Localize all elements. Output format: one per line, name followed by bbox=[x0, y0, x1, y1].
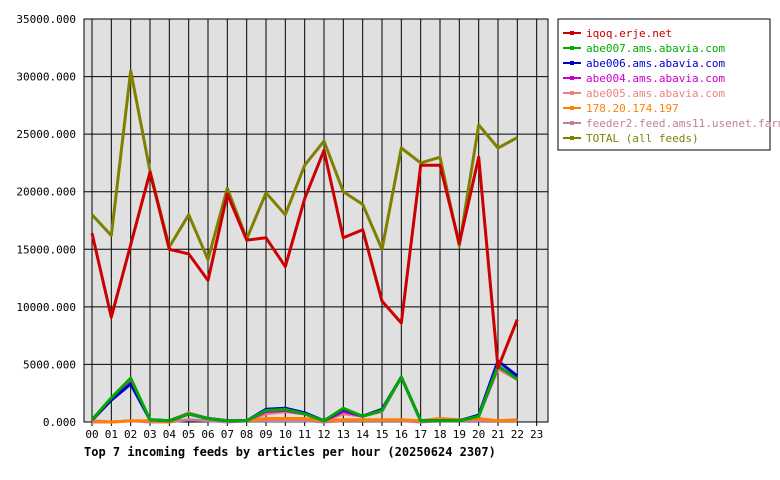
series-lines bbox=[90, 69, 519, 424]
y-tick-label: 25000.000 bbox=[16, 128, 76, 141]
legend: iqoq.erje.net abe007.ams.abavia.com abe006… bbox=[557, 18, 780, 151]
y-tick-label: 35000.000 bbox=[16, 13, 76, 26]
x-tick-label: 11 bbox=[298, 428, 311, 441]
x-tick-label: 14 bbox=[356, 428, 370, 441]
legend-marker bbox=[570, 46, 574, 50]
x-tick-label: 16 bbox=[395, 428, 408, 441]
x-tick-label: 07 bbox=[221, 428, 234, 441]
x-tick-label: 17 bbox=[414, 428, 427, 441]
y-tick-label: 5000.000 bbox=[23, 358, 76, 371]
x-tick-label: 21 bbox=[491, 428, 504, 441]
legend-label: abe004.ams.abavia.com bbox=[586, 72, 725, 85]
y-tick-label: 20000.000 bbox=[16, 186, 76, 199]
x-tick-label: 05 bbox=[182, 428, 195, 441]
x-tick-label: 04 bbox=[163, 428, 177, 441]
x-tick-label: 23 bbox=[530, 428, 543, 441]
x-tick-label: 18 bbox=[433, 428, 446, 441]
y-tick-label: 10000.000 bbox=[16, 301, 76, 314]
chart-title: Top 7 incoming feeds by articles per hou… bbox=[84, 445, 496, 459]
x-tick-label: 06 bbox=[201, 428, 214, 441]
y-tick-label: 0.000 bbox=[43, 416, 76, 429]
legend-marker bbox=[570, 61, 574, 65]
x-tick-label: 02 bbox=[124, 428, 137, 441]
legend-label: 178.20.174.197 bbox=[586, 102, 679, 115]
x-tick-label: 08 bbox=[240, 428, 253, 441]
x-tick-label: 00 bbox=[85, 428, 98, 441]
x-tick-label: 22 bbox=[511, 428, 524, 441]
x-tick-label: 10 bbox=[279, 428, 292, 441]
y-tick-label: 15000.000 bbox=[16, 243, 76, 256]
series-line-0 bbox=[90, 148, 519, 370]
legend-label: abe005.ams.abavia.com bbox=[586, 87, 725, 100]
grid-lines bbox=[84, 18, 548, 423]
x-tick-label: 12 bbox=[317, 428, 330, 441]
legend-marker bbox=[570, 91, 574, 95]
legend-marker bbox=[570, 31, 574, 35]
legend-label: abe007.ams.abavia.com bbox=[586, 42, 725, 55]
y-axis: 0.000 5000.000 10000.000 15000.000 20000.000… bbox=[16, 13, 76, 429]
x-tick-label: 20 bbox=[472, 428, 485, 441]
y-tick-label: 30000.000 bbox=[16, 71, 76, 84]
x-axis: 00 01 02 03 04 05 06 07 08 09 10 11 12 13 14 15 16 17 18 19… bbox=[85, 422, 543, 441]
x-tick-label: 19 bbox=[453, 428, 466, 441]
legend-marker bbox=[570, 106, 574, 110]
legend-label: iqoq.erje.net bbox=[586, 27, 672, 40]
x-tick-label: 13 bbox=[337, 428, 350, 441]
legend-marker bbox=[570, 76, 574, 80]
legend-marker bbox=[570, 121, 574, 125]
x-tick-label: 15 bbox=[375, 428, 388, 441]
x-tick-label: 01 bbox=[105, 428, 118, 441]
legend-box bbox=[557, 18, 771, 151]
legend-label: abe006.ams.abavia.com bbox=[586, 57, 725, 70]
x-tick-label: 09 bbox=[259, 428, 272, 441]
series-line-1 bbox=[90, 364, 519, 423]
legend-label: feeder2.feed.ams11.usenet.farm bbox=[586, 117, 780, 130]
legend-marker bbox=[570, 136, 574, 140]
x-tick-label: 03 bbox=[143, 428, 156, 441]
legend-label: TOTAL (all feeds) bbox=[586, 132, 699, 145]
